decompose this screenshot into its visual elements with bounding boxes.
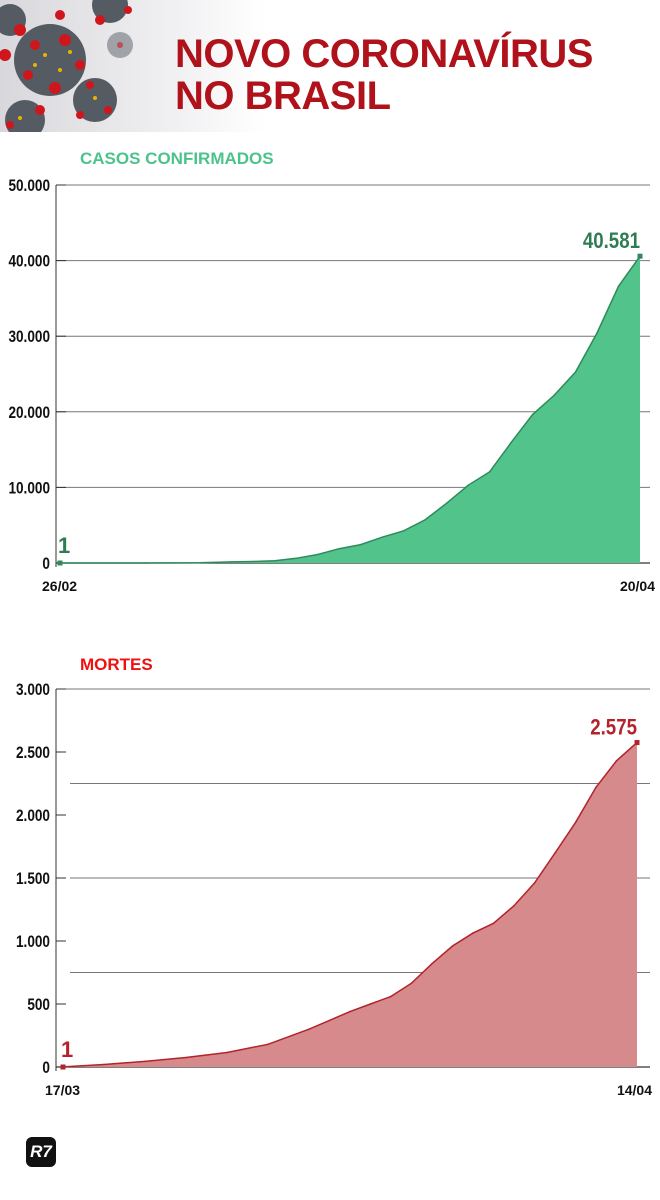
data-point: [445, 502, 448, 505]
y-tick-label: 500: [27, 996, 50, 1015]
data-point: [144, 1060, 146, 1063]
y-tick-label: 40.000: [8, 252, 50, 271]
data-point: [431, 962, 433, 965]
data-point: [349, 1010, 351, 1013]
cases-chart-title: CASOS CONFIRMADOS: [80, 149, 274, 168]
data-point: [617, 285, 620, 288]
data-point: [492, 922, 495, 925]
data-point: [531, 413, 534, 416]
data-point: [103, 1063, 105, 1066]
coronavirus-illustration: [0, 0, 265, 132]
data-point: [381, 536, 384, 538]
page-title-line1: NOVO CORONAVÍRUS: [175, 32, 593, 76]
y-tick-label: 1.500: [16, 870, 50, 889]
data-point: [390, 995, 392, 998]
data-point: [467, 484, 469, 487]
y-tick-label: 3.000: [16, 681, 50, 700]
x-tick-label-start: 26/02: [42, 578, 77, 594]
start-value-label: 1: [61, 1037, 73, 1062]
data-point: [510, 441, 512, 444]
data-point: [231, 561, 233, 563]
y-tick-label: 0: [42, 1059, 50, 1078]
start-marker: [57, 560, 63, 566]
data-point: [402, 530, 405, 532]
data-point: [553, 394, 555, 397]
x-tick-label-end: 14/04: [617, 1082, 652, 1098]
data-point: [595, 786, 597, 789]
start-marker: [60, 1064, 66, 1070]
data-point: [488, 471, 491, 473]
y-tick-label: 50.000: [8, 177, 50, 196]
y-tick-label: 10.000: [8, 479, 50, 498]
data-point: [316, 553, 319, 556]
data-point: [308, 1028, 310, 1030]
data-point: [359, 543, 362, 546]
deaths-chart: 0 500 1.000 1.500 2.000 2.500 3.000 17/03 14/04 1…: [16, 681, 652, 1098]
data-point: [226, 1051, 228, 1054]
data-point: [451, 945, 454, 947]
data-point: [252, 560, 255, 563]
data-point: [533, 882, 536, 884]
data-point: [145, 562, 147, 564]
data-point: [472, 932, 474, 934]
data-point: [369, 1003, 372, 1005]
area-fill: [63, 742, 637, 1067]
data-point: [513, 904, 515, 907]
y-tick-label: 0: [42, 555, 50, 574]
data-point: [596, 332, 598, 334]
deaths-chart-title: MORTES: [80, 655, 153, 674]
end-value-label: 40.581: [583, 230, 640, 254]
y-tick-label: 1.000: [16, 933, 50, 952]
data-point: [185, 1056, 187, 1059]
x-tick-label-end: 20/04: [620, 578, 655, 594]
y-tick-label: 20.000: [8, 403, 50, 422]
data-point: [295, 557, 298, 560]
x-tick-label-start: 17/03: [45, 1082, 80, 1098]
y-tick-label: 30.000: [8, 328, 50, 347]
start-value-label: 1: [58, 533, 70, 558]
data-point: [410, 982, 413, 985]
y-tick-label: 2.000: [16, 807, 50, 826]
data-point: [267, 1043, 269, 1046]
data-point: [338, 547, 341, 550]
page-title-line2: NO BRASIL: [175, 74, 391, 118]
y-tick-label: 2.500: [16, 744, 50, 763]
data-point: [328, 1019, 331, 1022]
data-point: [574, 821, 577, 824]
end-value-label: 2.575: [590, 716, 637, 740]
area-fill: [60, 256, 640, 563]
data-point: [615, 760, 618, 762]
data-point: [554, 852, 556, 854]
data-point: [274, 560, 276, 562]
data-point: [198, 561, 201, 564]
end-marker: [637, 253, 643, 259]
data-point: [424, 518, 426, 521]
cases-chart: 0 10.000 20.000 30.000 40.000 50.000 26/02 20/0…: [8, 177, 655, 594]
r7-logo: R7: [26, 1137, 56, 1167]
data-point: [574, 371, 577, 373]
end-marker: [634, 740, 640, 746]
